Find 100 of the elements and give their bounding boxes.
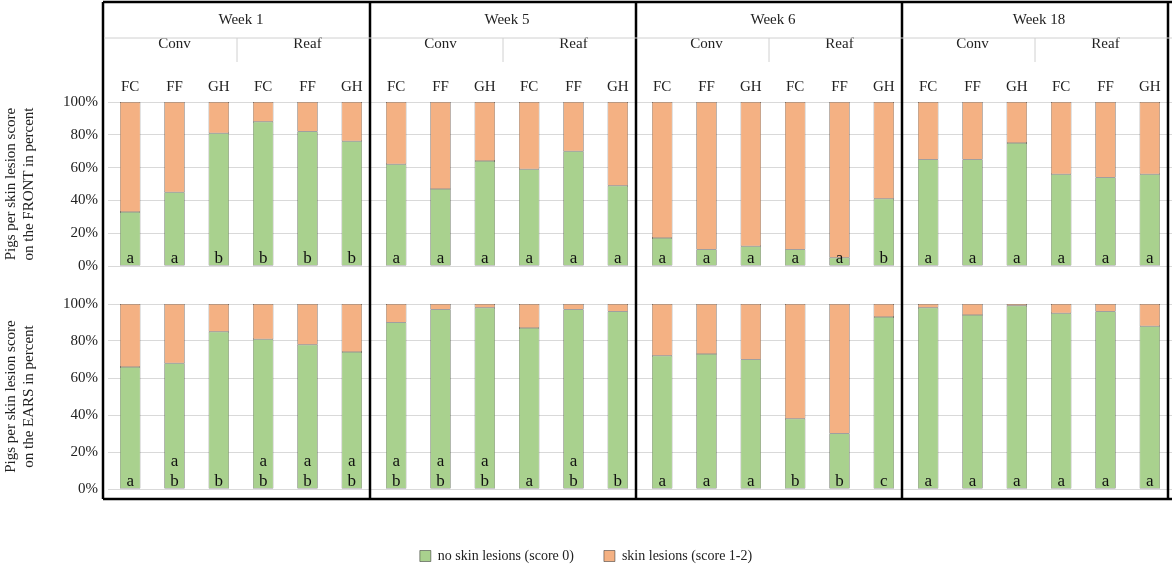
data-label: a	[702, 247, 711, 267]
data-label: b	[214, 470, 224, 490]
text: Reaf	[559, 34, 588, 51]
data-label: a	[1101, 470, 1110, 490]
data-label: a	[1146, 470, 1155, 490]
data-label: a	[525, 247, 534, 267]
data-label: a b	[303, 450, 312, 490]
y-tick-label: 40%	[70, 405, 98, 422]
data-label: a	[924, 470, 933, 490]
x-tick-label: GH	[1139, 77, 1161, 94]
x-tick-label: FF	[698, 77, 715, 94]
data-label: a b	[391, 450, 401, 490]
x-tick-label: FC	[120, 77, 140, 94]
y-tick-label: 80%	[70, 125, 98, 142]
text: Reaf	[825, 34, 854, 51]
x-tick-label: FF	[831, 77, 848, 94]
data-label: a	[791, 247, 800, 267]
x-tick-label: FC	[1051, 77, 1071, 94]
text: Conv	[424, 34, 458, 51]
data-label: a	[1057, 247, 1066, 267]
data-label: b	[790, 470, 800, 490]
data-label: a	[1013, 470, 1022, 490]
data-label: a	[126, 470, 135, 490]
y-tick-label: 40%	[70, 191, 98, 208]
data-label: c	[880, 470, 889, 490]
text: Reaf	[293, 34, 322, 51]
x-tick-label: FC	[652, 77, 672, 94]
x-tick-label: FC	[785, 77, 805, 94]
data-label: b	[303, 247, 312, 267]
y-tick-label: 20%	[70, 224, 98, 241]
text: Week 18	[1012, 10, 1066, 27]
x-tick-label: FF	[299, 77, 316, 94]
data-label: b	[835, 470, 844, 490]
data-label: a b	[436, 450, 445, 490]
data-label: a	[1146, 247, 1155, 267]
x-tick-label: FF	[964, 77, 981, 94]
y-tick-label: 60%	[70, 368, 98, 385]
y-tick-label: 100%	[63, 92, 98, 109]
text: Week 1	[218, 10, 264, 27]
x-tick-label: FF	[1097, 77, 1114, 94]
data-label: b	[214, 247, 224, 267]
data-label: a	[436, 247, 445, 267]
x-tick-label: GH	[341, 77, 363, 94]
text: Conv	[956, 34, 990, 51]
data-label: a	[614, 247, 623, 267]
y-tick-label: 0%	[78, 256, 98, 273]
data-label: b	[879, 247, 889, 267]
x-tick-label: FF	[432, 77, 449, 94]
text: Week 5	[484, 10, 530, 27]
x-tick-label: FC	[386, 77, 406, 94]
y-axis-title: Pigs per skin lesion score on the FRONT in percent	[1, 106, 36, 261]
data-label: a	[968, 470, 977, 490]
data-label: a	[170, 247, 179, 267]
legend-label: skin lesions (score 1-2)	[621, 547, 753, 564]
data-label: a	[1101, 247, 1110, 267]
data-label: a	[658, 470, 667, 490]
x-tick-label: GH	[873, 77, 895, 94]
data-label: b	[258, 247, 268, 267]
data-label: a	[747, 247, 756, 267]
data-label: a	[126, 247, 135, 267]
data-label: a b	[170, 450, 179, 490]
data-label: a	[1057, 470, 1066, 490]
x-tick-label: GH	[1006, 77, 1028, 94]
data-label: a	[835, 247, 844, 267]
x-tick-label: FC	[918, 77, 938, 94]
x-tick-label: FC	[253, 77, 273, 94]
y-tick-label: 60%	[70, 158, 98, 175]
data-label: a b	[480, 450, 490, 490]
data-label: a	[702, 470, 711, 490]
x-tick-label: FF	[166, 77, 183, 94]
data-label: a	[392, 247, 401, 267]
x-tick-label: FF	[565, 77, 582, 94]
y-tick-label: 20%	[70, 442, 98, 459]
data-label: a	[481, 247, 490, 267]
legend-label: no skin lesions (score 0)	[437, 547, 575, 564]
x-tick-label: FC	[519, 77, 539, 94]
x-tick-label: GH	[208, 77, 230, 94]
data-label: a	[525, 470, 534, 490]
x-tick-label: GH	[474, 77, 496, 94]
data-label: a b	[569, 450, 578, 490]
y-tick-label: 100%	[63, 294, 98, 311]
x-tick-label: GH	[740, 77, 762, 94]
text: Conv	[690, 34, 724, 51]
y-tick-label: 80%	[70, 331, 98, 348]
data-label: a b	[258, 450, 268, 490]
data-label: a	[1013, 247, 1022, 267]
x-tick-label: GH	[607, 77, 629, 94]
data-label: a	[924, 247, 933, 267]
text: Week 6	[750, 10, 797, 27]
data-label: a	[968, 247, 977, 267]
data-label: b	[613, 470, 623, 490]
data-label: a	[658, 247, 667, 267]
text: Reaf	[1091, 34, 1120, 51]
data-label: a	[747, 470, 756, 490]
data-label: b	[347, 247, 357, 267]
data-label: a b	[347, 450, 357, 490]
text: Conv	[158, 34, 192, 51]
y-axis-title: Pigs per skin lesion score on the EARS in percent	[1, 319, 36, 473]
data-label: a	[569, 247, 578, 267]
y-tick-label: 0%	[78, 479, 98, 496]
